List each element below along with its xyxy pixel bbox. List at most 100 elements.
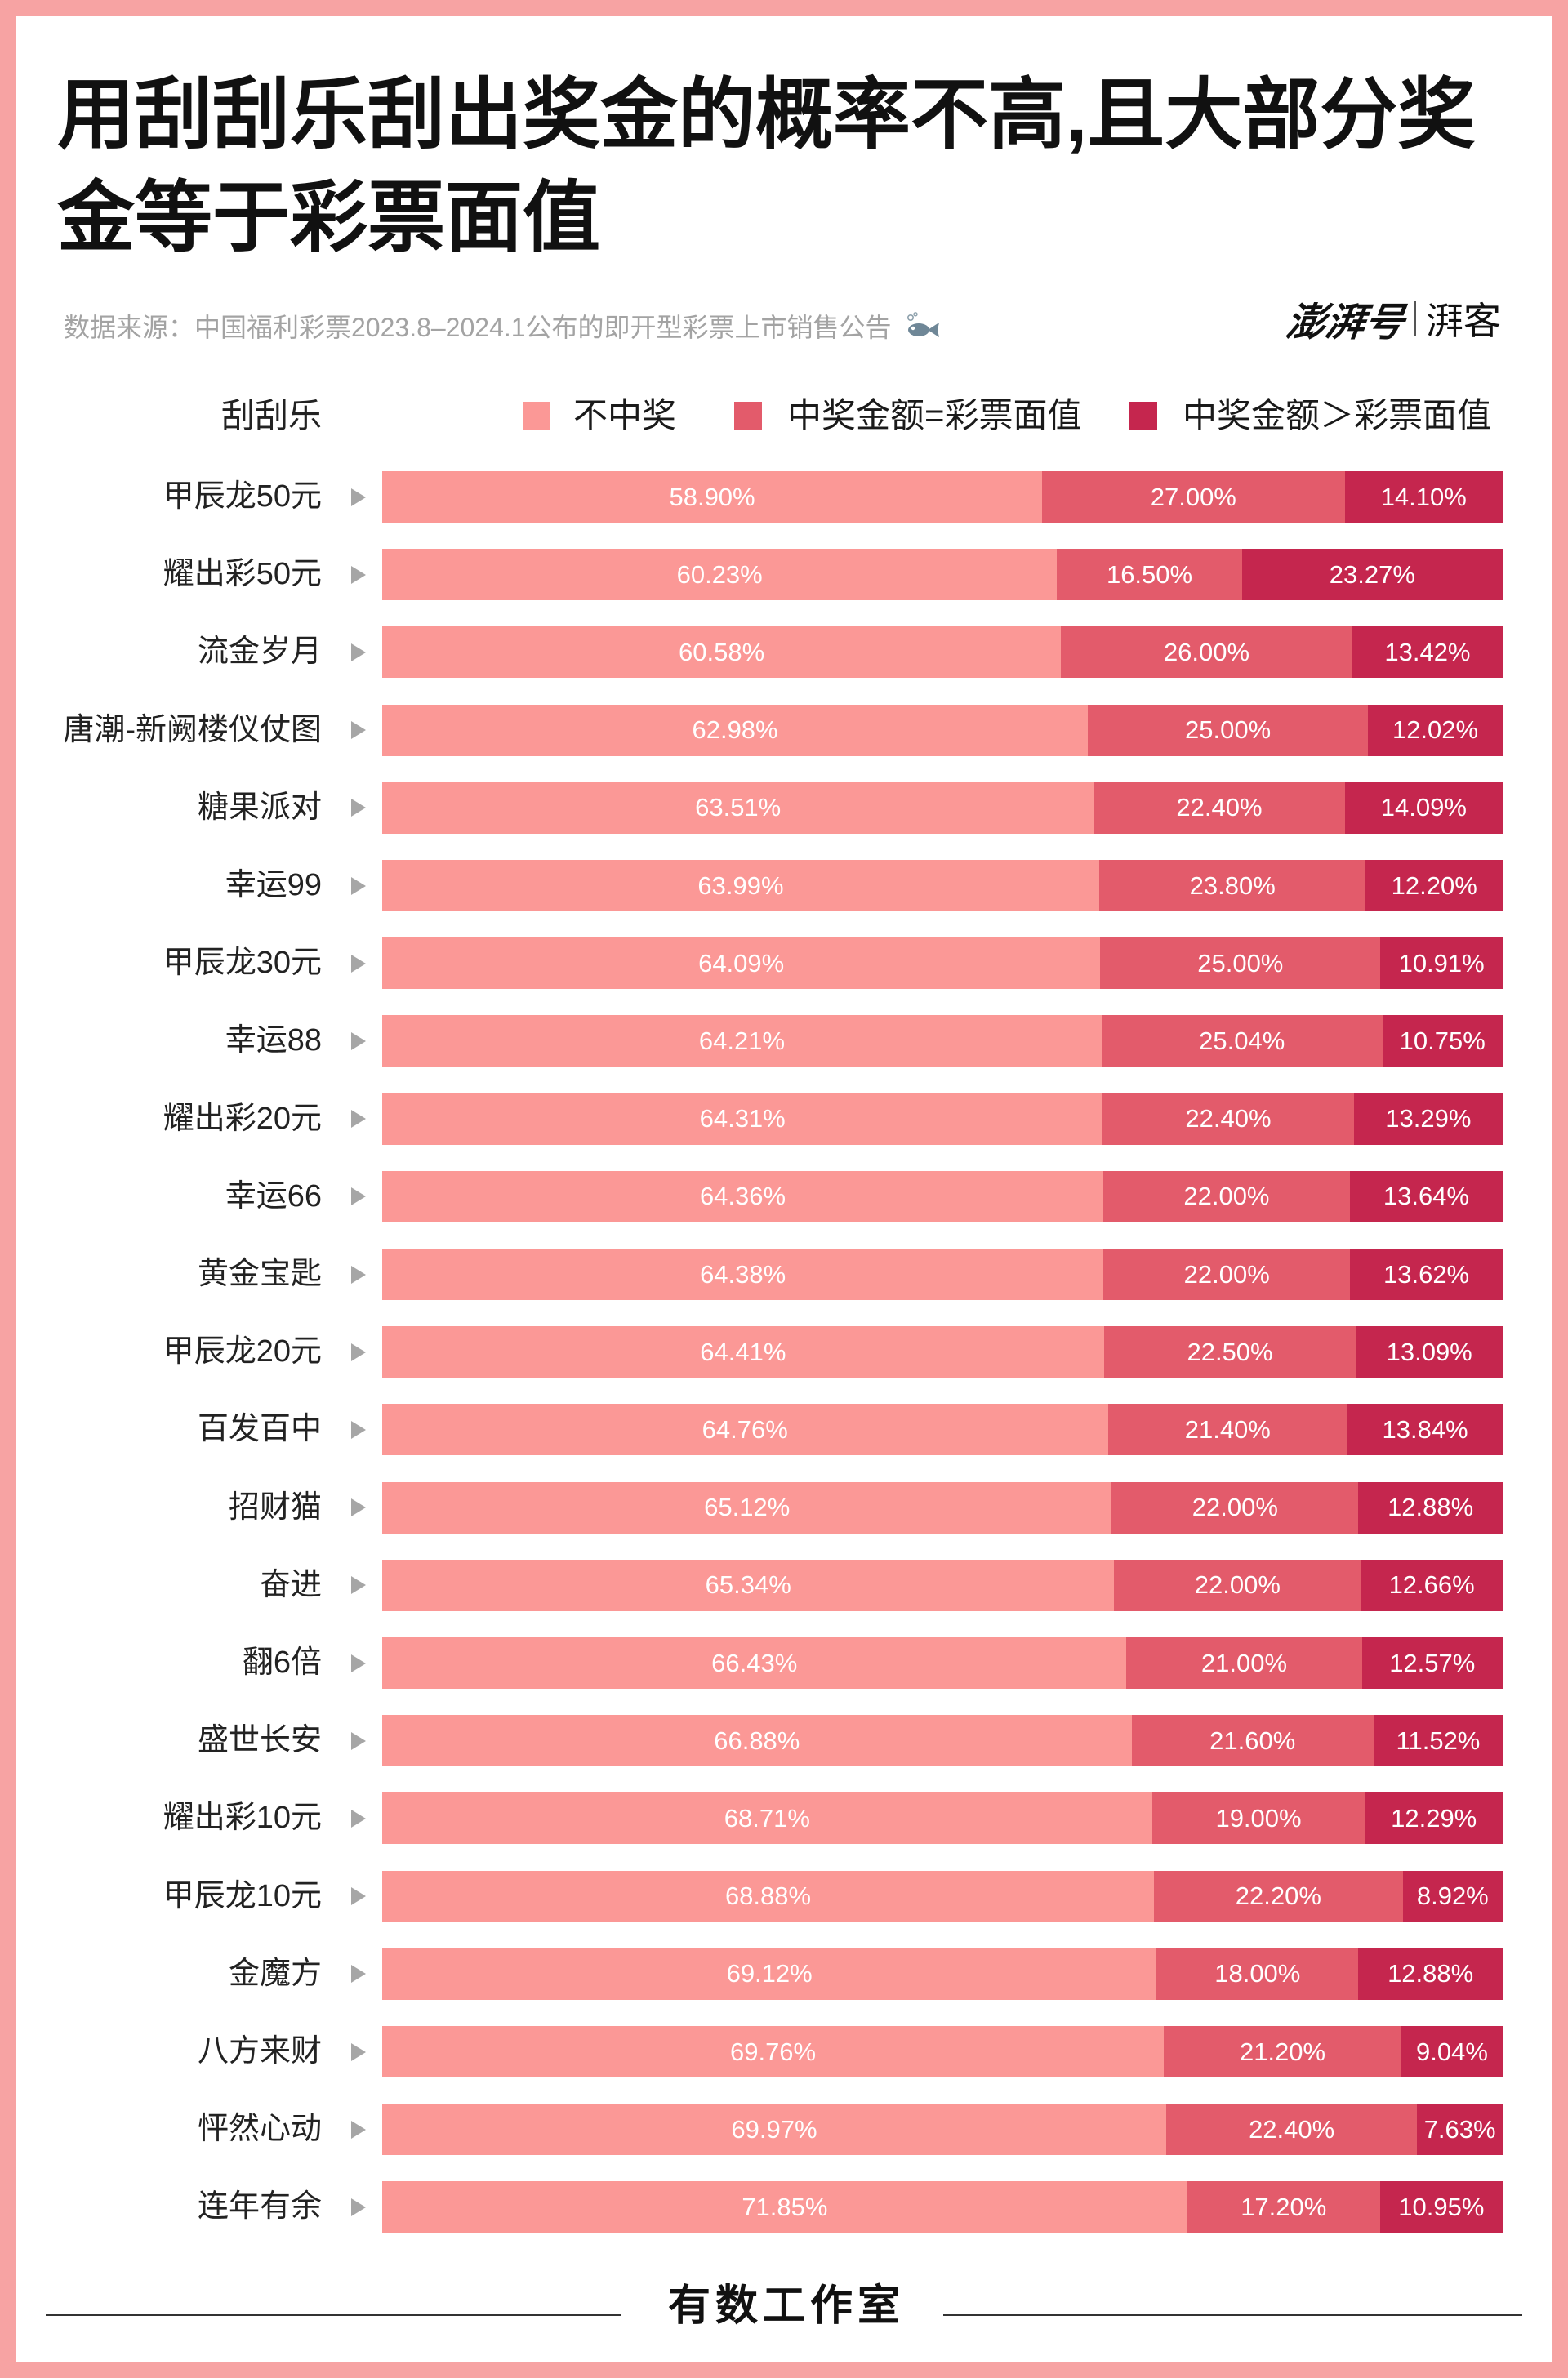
bar-segment-prize-exceeds-face-value: 13.84% (1348, 1404, 1503, 1456)
bar-segment-no-prize: 69.12% (382, 1948, 1157, 2000)
bar-segment-prize-equals-face-value: 22.40% (1102, 1093, 1354, 1145)
bar-value-label: 25.00% (1185, 715, 1272, 745)
bar-value-label: 7.63% (1423, 2114, 1496, 2144)
stacked-bar: 64.76% 21.40% 13.84% (382, 1404, 1503, 1456)
bar-value-label: 13.64% (1383, 1182, 1469, 1211)
bar-value-label: 64.36% (699, 1182, 786, 1211)
bar-value-label: 22.00% (1183, 1182, 1270, 1211)
bar-value-label: 8.92% (1416, 1881, 1489, 1911)
bar-segment-prize-equals-face-value: 16.50% (1057, 549, 1242, 601)
bar-value-label: 62.98% (692, 715, 778, 745)
chart-row: 耀出彩10元 68.71% 19.00% 12.29% (0, 1792, 1568, 1845)
bar-segment-prize-equals-face-value: 22.50% (1103, 1326, 1356, 1378)
bar-value-label: 23.80% (1189, 871, 1276, 900)
triangle-right-icon (351, 721, 366, 740)
bar-segment-no-prize: 64.76% (382, 1404, 1108, 1456)
legend-swatch-no-prize (523, 402, 550, 430)
bar-segment-prize-equals-face-value: 25.00% (1100, 937, 1381, 990)
triangle-right-icon (351, 1110, 366, 1129)
bar-value-label: 22.00% (1183, 1259, 1270, 1289)
bar-value-label: 14.10% (1380, 482, 1467, 511)
triangle-right-icon (351, 1420, 366, 1439)
stacked-bar: 66.43% 21.00% 12.57% (382, 1637, 1503, 1689)
bar-segment-prize-exceeds-face-value: 13.62% (1350, 1249, 1503, 1300)
bar-value-label: 16.50% (1106, 559, 1193, 589)
bar-segment-prize-equals-face-value: 25.04% (1101, 1015, 1383, 1067)
bar-value-label: 64.41% (700, 1337, 786, 1366)
bar-value-label: 22.20% (1235, 1881, 1321, 1911)
category-label: 流金岁月 (197, 635, 322, 670)
chart-row: 翻6倍 66.43% 21.00% 12.57% (0, 1637, 1568, 1689)
bar-segment-no-prize: 60.58% (382, 626, 1062, 679)
stacked-bar: 64.09% 25.00% 10.91% (382, 937, 1503, 990)
bar-value-label: 22.40% (1185, 1104, 1272, 1133)
stacked-bar: 64.36% 22.00% 13.64% (382, 1170, 1503, 1222)
bar-value-label: 13.42% (1384, 637, 1471, 666)
bar-segment-prize-exceeds-face-value: 12.57% (1361, 1637, 1503, 1689)
bar-segment-no-prize: 71.85% (382, 2181, 1187, 2233)
bar-value-label: 13.62% (1383, 1259, 1470, 1289)
bar-segment-no-prize: 68.88% (382, 1870, 1155, 1922)
triangle-right-icon (351, 1187, 366, 1206)
bar-value-label: 19.00% (1215, 1803, 1302, 1832)
chart-row: 糖果派对 63.51% 22.40% 14.09% (0, 782, 1568, 834)
brand-logo-main: 澎湃号 (1283, 301, 1407, 345)
bar-segment-no-prize: 66.43% (382, 1637, 1127, 1689)
stacked-bar: 63.51% 22.40% 14.09% (382, 782, 1503, 834)
bar-segment-prize-equals-face-value: 22.00% (1114, 1559, 1361, 1611)
bar-segment-prize-equals-face-value: 21.60% (1131, 1715, 1374, 1767)
stacked-bar: 64.21% 25.04% 10.75% (382, 1015, 1503, 1067)
bar-value-label: 64.76% (702, 1414, 788, 1444)
stacked-bar: 68.71% 19.00% 12.29% (382, 1792, 1503, 1845)
category-axis-label: 刮刮乐 (221, 397, 322, 434)
chart-row: 幸运66 64.36% 22.00% 13.64% (0, 1170, 1568, 1222)
bar-segment-prize-equals-face-value: 22.00% (1103, 1170, 1350, 1222)
chart-row: 金魔方 69.12% 18.00% 12.88% (0, 1948, 1568, 2000)
bar-value-label: 65.12% (704, 1493, 791, 1522)
category-label: 金魔方 (228, 1956, 322, 1991)
bar-segment-prize-equals-face-value: 23.80% (1098, 860, 1366, 911)
category-label: 八方来财 (197, 2034, 322, 2069)
stacked-bar: 69.76% 21.20% 9.04% (382, 2026, 1503, 2077)
chart-row: 八方来财 69.76% 21.20% 9.04% (0, 2026, 1568, 2077)
triangle-right-icon (351, 643, 366, 661)
triangle-right-icon (351, 565, 366, 584)
chart-row: 耀出彩50元 60.23% 16.50% 23.27% (0, 549, 1568, 601)
category-label: 翻6倍 (242, 1645, 322, 1680)
bar-segment-no-prize: 65.34% (382, 1559, 1115, 1611)
fish-icon (906, 312, 939, 337)
category-label: 幸运88 (225, 1023, 322, 1058)
bar-segment-no-prize: 64.09% (382, 937, 1101, 990)
category-label: 奋进 (259, 1567, 322, 1602)
bar-value-label: 12.29% (1391, 1803, 1477, 1832)
category-label: 耀出彩10元 (163, 1801, 322, 1836)
bar-segment-no-prize: 65.12% (382, 1481, 1112, 1534)
bar-value-label: 12.57% (1389, 1648, 1476, 1677)
bar-value-label: 58.90% (669, 482, 755, 511)
bar-value-label: 63.99% (697, 871, 784, 900)
triangle-right-icon (351, 1654, 366, 1672)
category-label: 招财猫 (228, 1490, 322, 1525)
chart-row: 招财猫 65.12% 22.00% 12.88% (0, 1481, 1568, 1534)
source-text: 数据来源：中国福利彩票2023.8–2024.1公布的即开型彩票上市销售公告 (64, 313, 892, 342)
bar-value-label: 23.27% (1329, 559, 1415, 589)
bar-segment-prize-exceeds-face-value: 12.02% (1368, 704, 1503, 756)
chart-title: 用刮刮乐刮出奖金的概率不高,且大部分奖 金等于彩票面值 (57, 64, 1475, 269)
legend-label-no-prize: 不中奖 (573, 396, 677, 434)
bar-value-label: 27.00% (1150, 482, 1236, 511)
chart-row: 甲辰龙50元 58.90% 27.00% 14.10% (0, 471, 1568, 523)
footer-rule-right (943, 2314, 1522, 2316)
bar-value-label: 68.88% (724, 1881, 812, 1911)
bar-value-label: 69.76% (729, 2037, 817, 2066)
category-label: 盛世长安 (197, 1723, 322, 1758)
triangle-right-icon (351, 1887, 366, 1906)
bar-segment-no-prize: 63.99% (382, 860, 1099, 911)
category-label: 甲辰龙20元 (163, 1334, 322, 1369)
bar-segment-prize-exceeds-face-value: 14.10% (1344, 471, 1503, 523)
bar-segment-prize-equals-face-value: 21.40% (1107, 1404, 1348, 1456)
brand-logo: 澎湃号 湃客 (1283, 296, 1501, 345)
stacked-bar: 64.31% 22.40% 13.29% (382, 1093, 1503, 1145)
bar-value-label: 64.31% (699, 1104, 786, 1133)
bar-value-label: 11.52% (1396, 1726, 1481, 1755)
bar-segment-no-prize: 63.51% (382, 782, 1094, 834)
